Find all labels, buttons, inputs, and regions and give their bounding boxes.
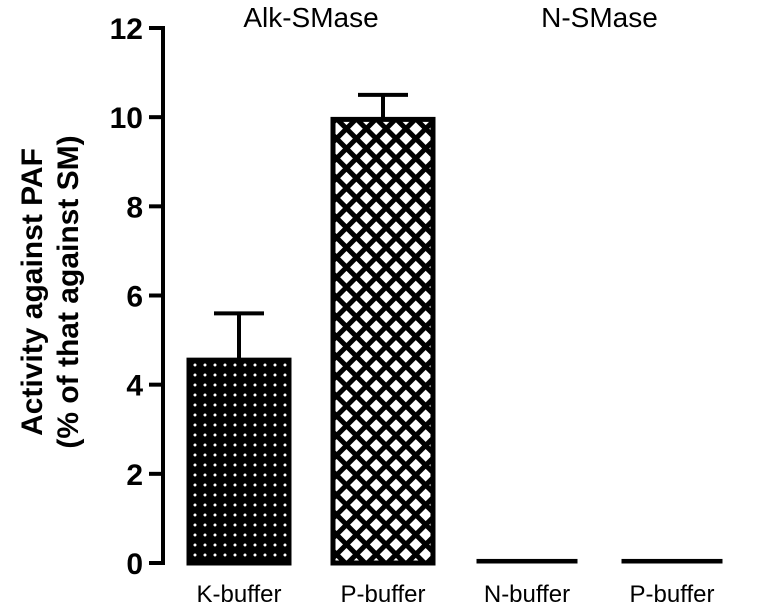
- bar: [330, 116, 436, 566]
- group-label: Alk-SMase: [243, 2, 378, 33]
- x-category-label: P-buffer: [341, 581, 426, 607]
- y-axis-title-line2: (% of that against SM): [52, 135, 85, 448]
- labels: K-buffer P-buffer N-buffer P-buffer Alk-SMas…: [197, 2, 715, 608]
- x-category-label: P-buffer: [630, 581, 715, 607]
- y-tick-label: 4: [126, 370, 143, 403]
- bar: [186, 357, 292, 566]
- y-tick-label: 10: [110, 102, 143, 135]
- x-category-label: N-buffer: [484, 581, 570, 607]
- bar: [621, 558, 723, 564]
- group-label: N-SMase: [541, 2, 658, 33]
- x-category-label: K-buffer: [197, 581, 282, 607]
- y-tick-label: 2: [126, 459, 143, 492]
- y-tick-label: 8: [126, 191, 143, 224]
- y-tick-label: 0: [126, 548, 143, 581]
- y-tick-label: 6: [126, 281, 143, 314]
- y-tick-label: 12: [110, 13, 143, 46]
- bar: [476, 558, 578, 564]
- axes: 0 2 4 6 8 10 12: [110, 13, 165, 581]
- y-axis-title: Activity against PAF (% of that against …: [16, 135, 85, 448]
- y-axis-title-line1: Activity against PAF: [16, 148, 49, 436]
- bars: [186, 92, 723, 566]
